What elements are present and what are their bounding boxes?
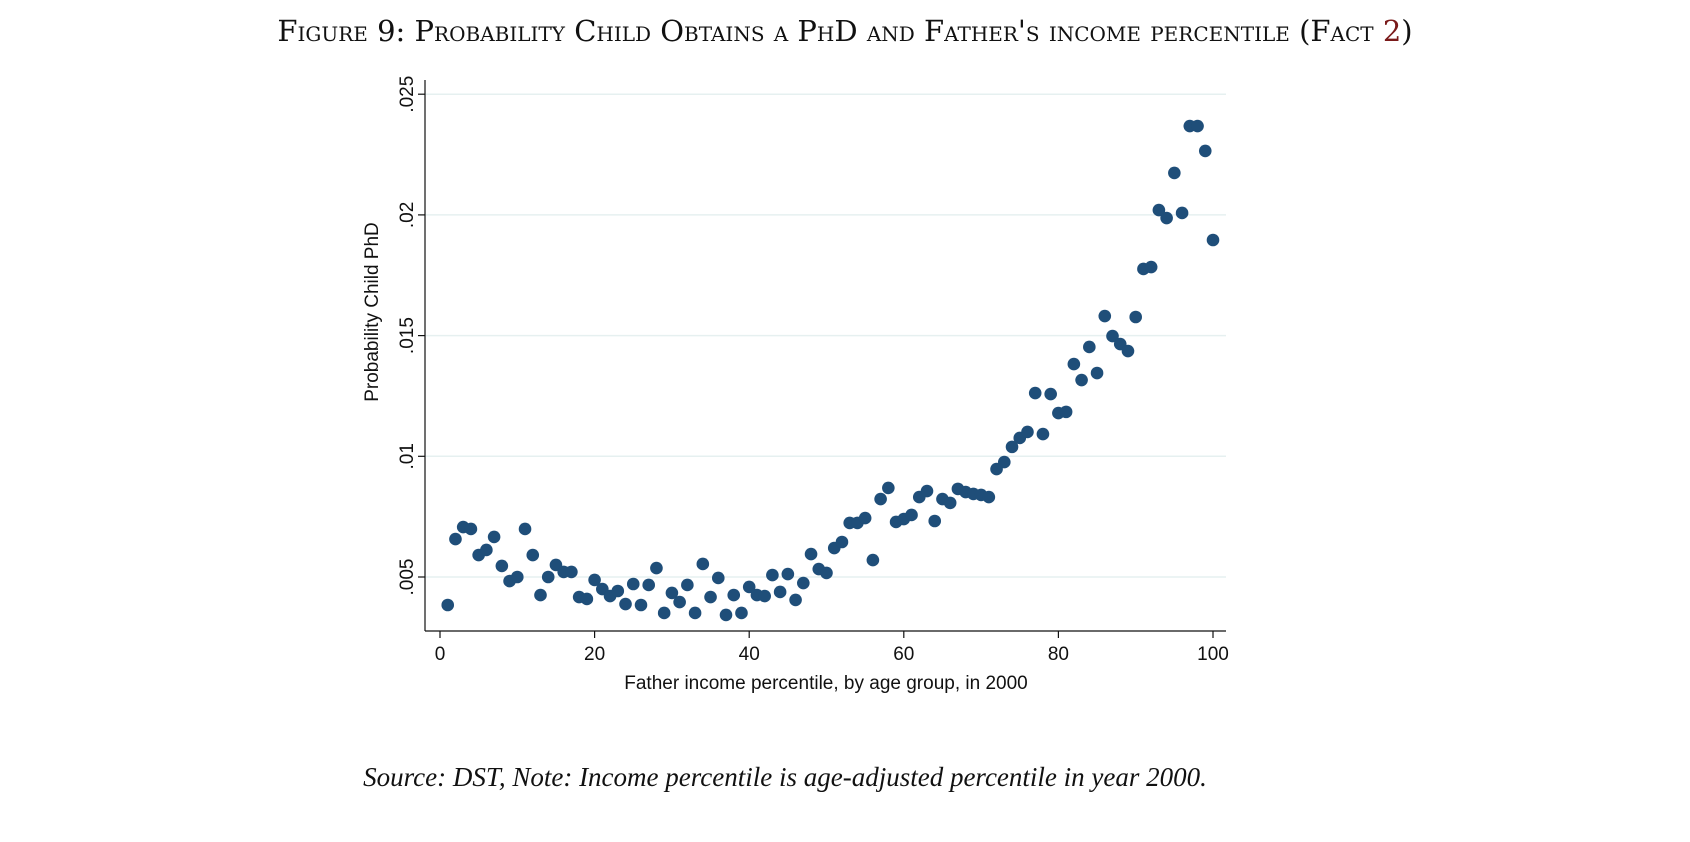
data-point xyxy=(541,570,555,584)
data-point xyxy=(495,559,509,573)
data-point xyxy=(835,535,849,549)
data-point xyxy=(441,598,455,612)
data-point xyxy=(657,606,671,620)
data-point xyxy=(766,568,779,582)
data-point xyxy=(580,592,594,606)
fact-reference-link[interactable]: 2 xyxy=(1382,14,1402,48)
data-point xyxy=(619,597,632,611)
x-tick-label: 60 xyxy=(893,644,914,665)
data-point xyxy=(781,567,795,581)
y-tick-label: .015 xyxy=(397,317,418,354)
data-point xyxy=(611,584,625,598)
data-point xyxy=(789,593,802,607)
x-axis-label: Father income percentile, by age group, … xyxy=(624,673,1027,694)
y-tick-label: .025 xyxy=(397,76,418,113)
data-point xyxy=(1198,144,1212,158)
data-point xyxy=(882,481,895,495)
axes: .005 .01 .015 .02 .025 0 20 40 60 80 100 xyxy=(397,76,1229,665)
data-point xyxy=(982,490,996,504)
data-point xyxy=(704,590,717,604)
data-point xyxy=(773,585,787,599)
title-text: Figure 9: Probability Child Obtains a Ph… xyxy=(277,14,1383,48)
data-point xyxy=(928,514,942,528)
data-point xyxy=(1160,211,1173,225)
data-point xyxy=(642,578,656,592)
data-point xyxy=(905,508,918,522)
data-point xyxy=(1106,329,1119,343)
data-point xyxy=(1191,119,1204,133)
figure-title: Figure 9: Probability Child Obtains a Ph… xyxy=(0,14,1690,48)
data-point xyxy=(534,588,547,602)
data-point xyxy=(804,547,818,561)
data-point xyxy=(1098,309,1112,323)
data-point xyxy=(1067,357,1081,371)
data-point xyxy=(480,543,493,557)
x-tick-label: 0 xyxy=(435,644,446,665)
data-point xyxy=(1129,310,1142,324)
data-point xyxy=(1005,440,1019,454)
data-point xyxy=(511,570,524,584)
data-point xyxy=(518,522,532,536)
data-point xyxy=(588,573,601,587)
data-point xyxy=(1021,425,1034,439)
data-point xyxy=(1168,166,1181,180)
data-point xyxy=(735,606,748,620)
y-tick-label: .01 xyxy=(397,443,418,469)
data-point xyxy=(1075,373,1088,387)
data-point xyxy=(758,589,771,603)
data-point xyxy=(696,557,710,571)
data-point xyxy=(997,455,1011,469)
x-tick-label: 100 xyxy=(1197,644,1229,665)
data-point xyxy=(727,588,741,602)
data-point xyxy=(920,484,934,498)
data-point xyxy=(634,598,648,612)
data-point xyxy=(449,532,462,546)
data-point xyxy=(1175,206,1189,220)
data-point xyxy=(1059,405,1073,419)
y-tick-label: .005 xyxy=(397,559,418,596)
data-point xyxy=(797,576,810,590)
x-tick-label: 40 xyxy=(739,644,760,665)
data-point xyxy=(1152,203,1166,217)
data-point xyxy=(1144,260,1158,274)
data-point xyxy=(487,530,501,544)
data-point xyxy=(650,561,663,575)
data-point xyxy=(1036,427,1050,441)
data-point xyxy=(565,565,578,579)
data-point xyxy=(1028,386,1042,400)
data-point xyxy=(1083,340,1096,354)
data-point xyxy=(1044,387,1057,401)
data-point xyxy=(874,492,887,506)
data-point xyxy=(1121,344,1135,358)
data-point xyxy=(1090,366,1104,380)
data-point xyxy=(858,511,872,525)
title-suffix: ) xyxy=(1401,14,1413,48)
y-axis-label: Probability Child PhD xyxy=(362,222,383,402)
gridlines xyxy=(425,93,1226,578)
data-point xyxy=(681,578,694,592)
x-tick-label: 20 xyxy=(584,644,605,665)
data-point xyxy=(943,496,957,510)
data-point xyxy=(1206,233,1220,247)
data-point xyxy=(719,608,733,622)
y-tick-label: .02 xyxy=(397,202,418,228)
data-point xyxy=(665,586,679,600)
data-point xyxy=(526,548,540,562)
data-point xyxy=(742,580,756,594)
data-point xyxy=(866,553,880,567)
source-note: Source: DST, Note: Income percentile is … xyxy=(363,762,1207,792)
data-points xyxy=(441,119,1220,622)
data-point xyxy=(688,606,702,620)
x-tick-label: 80 xyxy=(1048,644,1069,665)
data-point xyxy=(673,595,686,609)
data-point xyxy=(820,566,833,580)
data-point xyxy=(464,522,478,536)
data-point xyxy=(711,571,725,585)
data-point xyxy=(626,577,640,591)
